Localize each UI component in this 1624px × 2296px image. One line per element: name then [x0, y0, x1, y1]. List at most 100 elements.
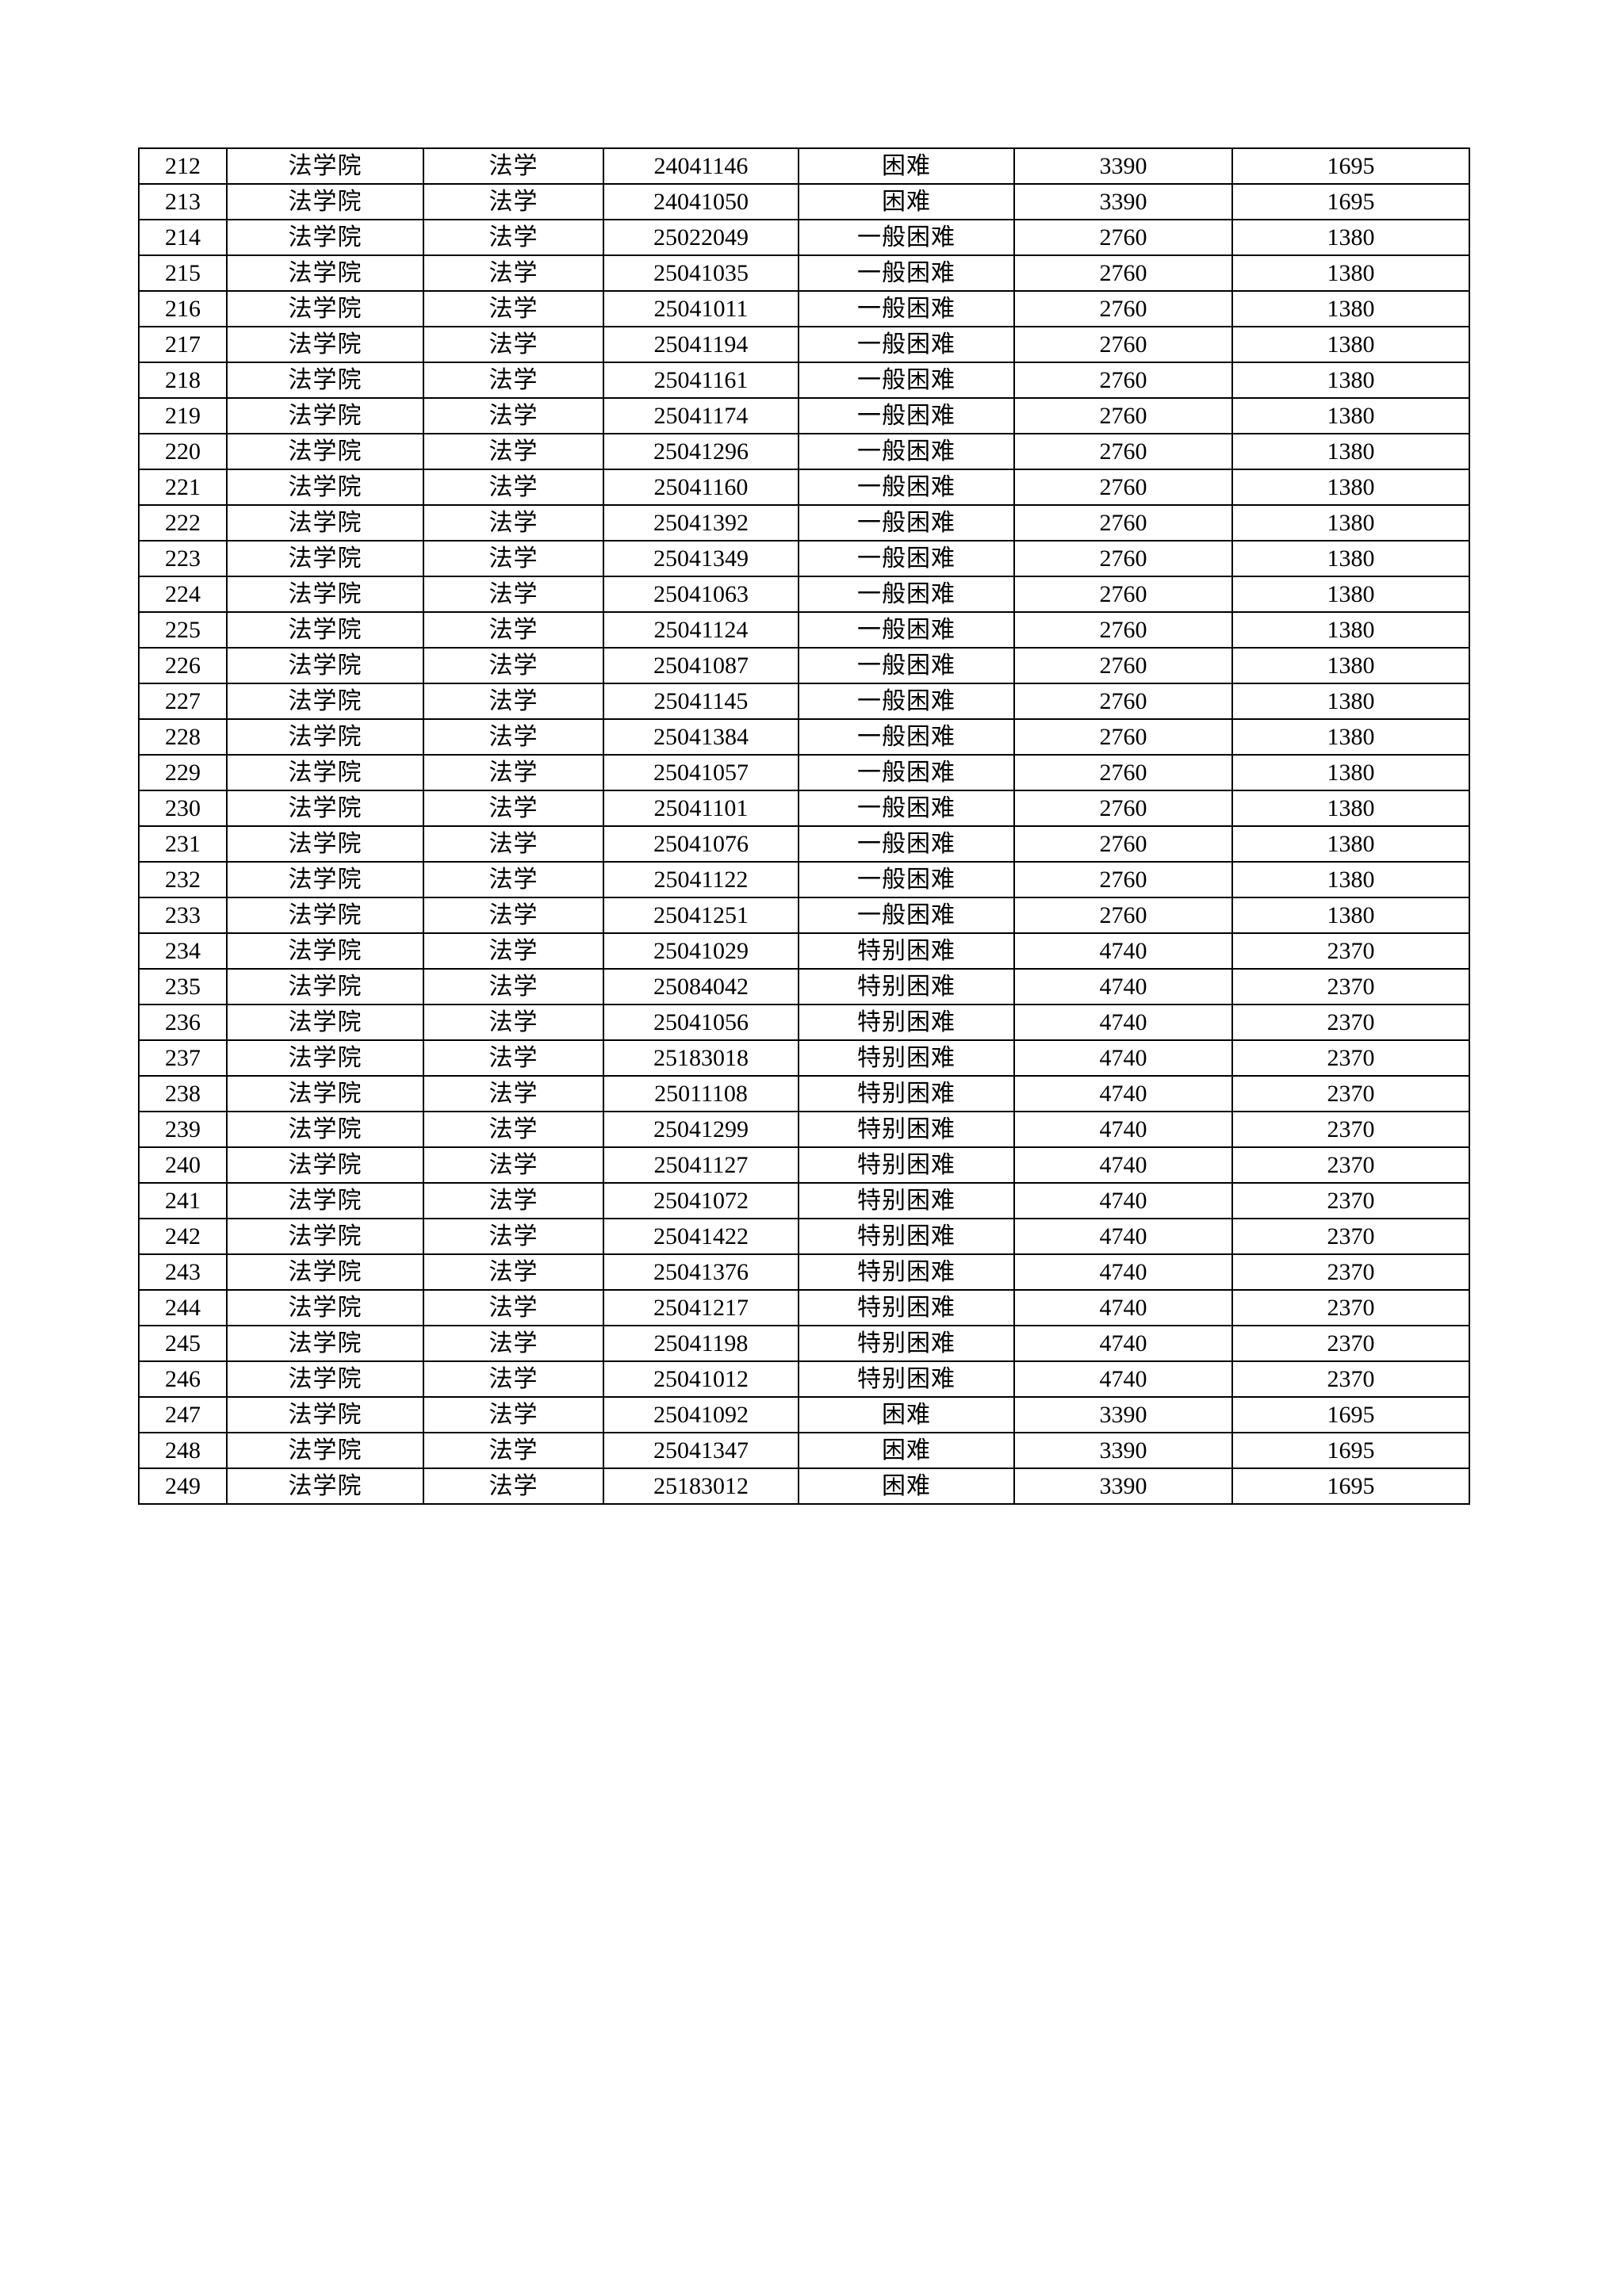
cell-difficulty-level: 一般困难 [798, 790, 1015, 827]
cell-amount: 4740 [1013, 968, 1233, 1005]
table-row: 231 法学院 法学 25041076 一般困难 2760 1380 [138, 825, 1470, 863]
cell-difficulty-level: 困难 [798, 1396, 1015, 1433]
cell-sequence: 212 [138, 147, 228, 185]
cell-sequence: 237 [138, 1039, 228, 1077]
cell-major: 法学 [423, 1004, 604, 1041]
cell-half-amount: 1695 [1231, 1396, 1470, 1433]
table-row: 217 法学院 法学 25041194 一般困难 2760 1380 [138, 326, 1470, 363]
cell-student-id: 25041194 [603, 326, 799, 363]
cell-student-id: 25041056 [603, 1004, 799, 1041]
table-row: 220 法学院 法学 25041296 一般困难 2760 1380 [138, 433, 1470, 470]
cell-student-id: 25041011 [603, 290, 799, 327]
cell-college: 法学院 [226, 1146, 424, 1184]
cell-half-amount: 1695 [1231, 1432, 1470, 1469]
cell-major: 法学 [423, 611, 604, 649]
cell-college: 法学院 [226, 683, 424, 720]
cell-half-amount: 1380 [1231, 611, 1470, 649]
cell-sequence: 214 [138, 219, 228, 256]
cell-sequence: 242 [138, 1218, 228, 1255]
cell-sequence: 224 [138, 576, 228, 613]
table-row: 245 法学院 法学 25041198 特别困难 4740 2370 [138, 1325, 1470, 1362]
cell-major: 法学 [423, 147, 604, 185]
cell-amount: 2760 [1013, 790, 1233, 827]
cell-half-amount: 1380 [1231, 540, 1470, 577]
cell-student-id: 25041063 [603, 576, 799, 613]
cell-half-amount: 1380 [1231, 469, 1470, 506]
table-row: 219 法学院 法学 25041174 一般困难 2760 1380 [138, 397, 1470, 434]
cell-amount: 4740 [1013, 1146, 1233, 1184]
cell-sequence: 215 [138, 254, 228, 292]
cell-amount: 2760 [1013, 754, 1233, 791]
cell-college: 法学院 [226, 326, 424, 363]
cell-half-amount: 2370 [1231, 1039, 1470, 1077]
cell-college: 法学院 [226, 1468, 424, 1505]
table-row: 237 法学院 法学 25183018 特别困难 4740 2370 [138, 1039, 1470, 1077]
cell-college: 法学院 [226, 147, 424, 185]
table-row: 232 法学院 法学 25041122 一般困难 2760 1380 [138, 861, 1470, 898]
cell-half-amount: 1380 [1231, 825, 1470, 863]
cell-amount: 2760 [1013, 362, 1233, 399]
cell-college: 法学院 [226, 1218, 424, 1255]
cell-student-id: 25041029 [603, 932, 799, 970]
cell-sequence: 225 [138, 611, 228, 649]
cell-difficulty-level: 特别困难 [798, 1253, 1015, 1291]
cell-amount: 4740 [1013, 1039, 1233, 1077]
cell-student-id: 25041145 [603, 683, 799, 720]
cell-student-id: 25041012 [603, 1360, 799, 1398]
cell-college: 法学院 [226, 1325, 424, 1362]
cell-difficulty-level: 特别困难 [798, 1182, 1015, 1219]
cell-sequence: 222 [138, 504, 228, 541]
cell-half-amount: 1380 [1231, 647, 1470, 684]
cell-difficulty-level: 特别困难 [798, 1325, 1015, 1362]
cell-difficulty-level: 一般困难 [798, 576, 1015, 613]
cell-sequence: 220 [138, 433, 228, 470]
cell-sequence: 233 [138, 897, 228, 934]
cell-half-amount: 2370 [1231, 1289, 1470, 1326]
cell-student-id: 25183012 [603, 1468, 799, 1505]
table-row: 222 法学院 法学 25041392 一般困难 2760 1380 [138, 504, 1470, 541]
cell-major: 法学 [423, 861, 604, 898]
cell-student-id: 25041174 [603, 397, 799, 434]
cell-half-amount: 1380 [1231, 790, 1470, 827]
cell-sequence: 219 [138, 397, 228, 434]
cell-college: 法学院 [226, 1432, 424, 1469]
cell-difficulty-level: 一般困难 [798, 647, 1015, 684]
cell-half-amount: 2370 [1231, 1146, 1470, 1184]
cell-college: 法学院 [226, 540, 424, 577]
cell-college: 法学院 [226, 469, 424, 506]
cell-amount: 4740 [1013, 1111, 1233, 1148]
cell-difficulty-level: 一般困难 [798, 754, 1015, 791]
cell-student-id: 25041087 [603, 647, 799, 684]
financial-aid-table: 212 法学院 法学 24041146 困难 3390 1695 213 法学院 法学 240410… [138, 147, 1470, 1505]
cell-amount: 4740 [1013, 1075, 1233, 1112]
table-row: 244 法学院 法学 25041217 特别困难 4740 2370 [138, 1289, 1470, 1326]
cell-college: 法学院 [226, 647, 424, 684]
cell-amount: 4740 [1013, 1218, 1233, 1255]
cell-difficulty-level: 困难 [798, 183, 1015, 220]
cell-student-id: 25041072 [603, 1182, 799, 1219]
cell-half-amount: 2370 [1231, 932, 1470, 970]
cell-college: 法学院 [226, 290, 424, 327]
cell-college: 法学院 [226, 1360, 424, 1398]
cell-major: 法学 [423, 397, 604, 434]
cell-major: 法学 [423, 932, 604, 970]
cell-amount: 2760 [1013, 469, 1233, 506]
cell-sequence: 232 [138, 861, 228, 898]
cell-sequence: 228 [138, 718, 228, 756]
aid-table-body: 212 法学院 法学 24041146 困难 3390 1695 213 法学院 法学 240410… [138, 147, 1470, 1505]
cell-major: 法学 [423, 219, 604, 256]
cell-half-amount: 1380 [1231, 219, 1470, 256]
cell-amount: 4740 [1013, 1182, 1233, 1219]
cell-half-amount: 1380 [1231, 504, 1470, 541]
cell-college: 法学院 [226, 1182, 424, 1219]
cell-student-id: 25041376 [603, 1253, 799, 1291]
cell-college: 法学院 [226, 219, 424, 256]
cell-major: 法学 [423, 790, 604, 827]
cell-half-amount: 1380 [1231, 433, 1470, 470]
cell-major: 法学 [423, 326, 604, 363]
cell-amount: 2760 [1013, 254, 1233, 292]
cell-student-id: 25041347 [603, 1432, 799, 1469]
cell-student-id: 25183018 [603, 1039, 799, 1077]
cell-difficulty-level: 特别困难 [798, 1289, 1015, 1326]
cell-sequence: 221 [138, 469, 228, 506]
